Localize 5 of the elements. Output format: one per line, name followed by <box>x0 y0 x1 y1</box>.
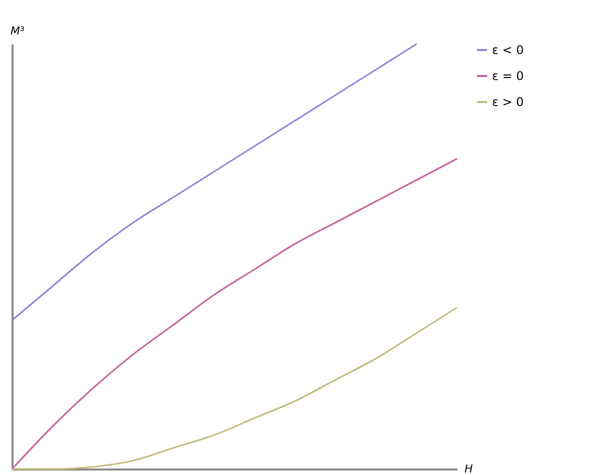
legend-label: ε > 0 <box>492 95 524 109</box>
x-axis-title: H <box>464 462 473 475</box>
legend-label: ε < 0 <box>492 43 524 57</box>
y-axis-title: M³ <box>10 24 25 38</box>
legend-label: ε = 0 <box>492 69 524 83</box>
